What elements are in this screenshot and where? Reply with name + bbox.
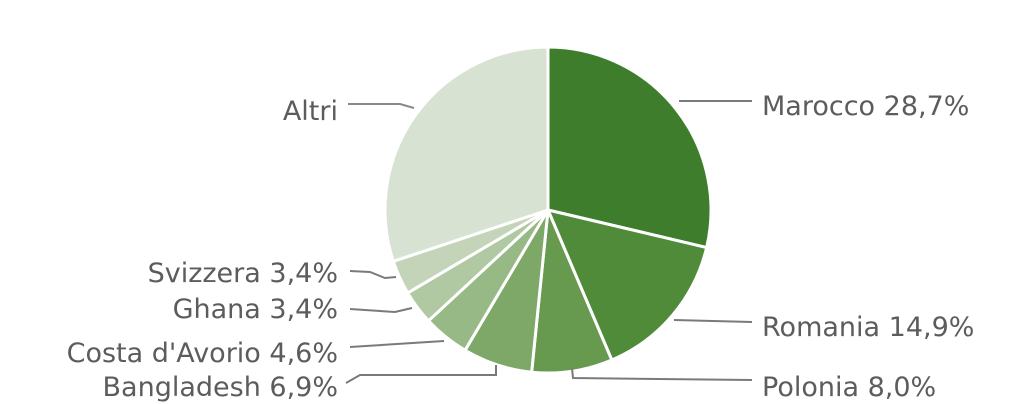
leader-line-bangladesh [345,365,497,384]
slice-label-polonia: Polonia 8,0% [762,372,936,403]
leader-line-svizzera [349,270,397,280]
slice-label-costa-d-avorio: Costa d'Avorio 4,6% [67,338,338,369]
slice-label-marocco: Marocco 28,7% [762,91,969,122]
slice-label-svizzera: Svizzera 3,4% [148,258,338,289]
leader-line-romania [673,319,753,323]
pie-slice-altri [383,45,550,263]
slice-label-altri: Altri [283,96,338,127]
leader-line-altri [348,103,415,109]
slice-label-romania: Romania 14,9% [762,312,974,343]
pie-slices [383,45,713,375]
pie-slice-romania [546,208,709,362]
pie-slice-marocco [546,45,713,250]
leader-line-polonia [571,367,753,381]
label-leader-lines [345,100,753,384]
leader-line-costa-d-avorio [349,340,445,348]
leader-line-ghana [349,307,413,314]
slice-label-ghana: Ghana 3,4% [173,294,338,325]
slice-label-bangladesh: Bangladesh 6,9% [103,372,338,403]
slice-labels: Marocco 28,7% Romania 14,9% Polonia 8,0% Ba… [67,91,975,403]
